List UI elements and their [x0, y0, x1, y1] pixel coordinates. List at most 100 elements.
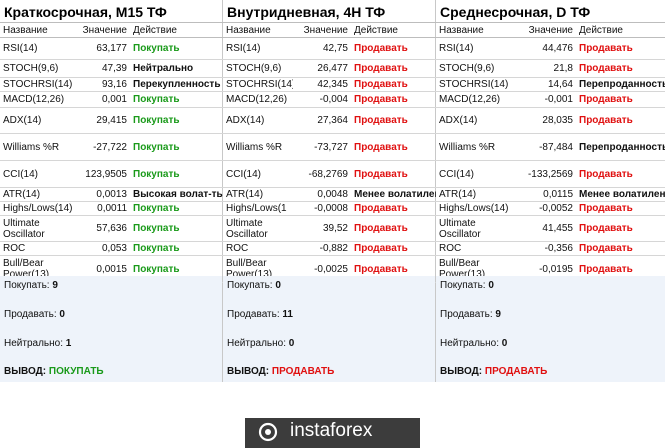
- header-name: Название: [0, 22, 78, 38]
- indicator-name: MACD(12,26): [223, 91, 293, 108]
- indicator-action: Продавать: [351, 107, 436, 134]
- summary-sell-label: Продавать:: [440, 309, 493, 320]
- indicator-value: -0,0008: [293, 201, 351, 216]
- indicator-action: Покупать: [130, 133, 223, 161]
- table-row: CCI(14) -133,2569 Продавать: [436, 160, 665, 188]
- summary-sell: Продавать: 0: [4, 309, 65, 320]
- indicator-table: Название Значение Действие RSI(14) 63,177 Пок…: [0, 22, 223, 283]
- summary-verdict: ВЫВОД: ПРОДАВАТЬ: [440, 366, 547, 377]
- indicator-value: 47,39: [78, 59, 130, 78]
- panel-title: Среднесрочная, D ТФ: [440, 4, 591, 20]
- table-row: STOCH(9,6) 47,39 Нейтрально: [0, 59, 223, 78]
- summary-sell-label: Продавать:: [4, 309, 57, 320]
- header-value: Значение: [78, 22, 130, 38]
- indicator-value: 26,477: [293, 59, 351, 78]
- summary-buy: Покупать: 0: [227, 280, 281, 291]
- indicator-value: 0,0115: [514, 187, 576, 202]
- indicator-name: MACD(12,26): [0, 91, 78, 108]
- indicator-value: 44,476: [514, 37, 576, 60]
- indicator-value: 0,053: [78, 241, 130, 256]
- indicator-action: Продавать: [576, 160, 665, 188]
- summary-box: Покупать: 9 Продавать: 0 Нейтрально: 1 ВЫВО…: [0, 276, 222, 382]
- indicator-value: 21,8: [514, 59, 576, 78]
- indicator-name: RSI(14): [0, 37, 78, 60]
- indicator-name: Highs/Lows(1: [223, 201, 293, 216]
- indicator-value: 0,0048: [293, 187, 351, 202]
- table-row: Williams %R -73,727 Продавать: [223, 133, 436, 161]
- table-row: CCI(14) 123,9505 Покупать: [0, 160, 223, 188]
- indicator-action: Покупать: [130, 37, 223, 60]
- indicator-name: Williams %R: [223, 133, 293, 161]
- indicator-value: 42,75: [293, 37, 351, 60]
- header-name: Название: [223, 22, 293, 38]
- indicator-action: Нейтрально: [130, 59, 223, 78]
- summary-buy-label: Покупать:: [440, 280, 486, 291]
- summary-sell-value: 9: [495, 309, 501, 320]
- table-row: CCI(14) -68,2769 Продавать: [223, 160, 436, 188]
- indicator-table: Название Значение Действие RSI(14) 42,75 Прод…: [223, 22, 436, 283]
- indicator-action: Перекупленность: [130, 77, 223, 92]
- indicator-action: Перепроданность: [576, 133, 665, 161]
- table-row: ATR(14) 0,0115 Менее волатилен: [436, 187, 665, 202]
- panel-1: Внутридневная, 4H ТФ Название Значение Дейс…: [223, 0, 436, 382]
- indicator-name: ADX(14): [0, 107, 78, 134]
- indicator-name: ROC: [223, 241, 293, 256]
- indicator-value: 27,364: [293, 107, 351, 134]
- indicator-value: 57,636: [78, 215, 130, 242]
- header-value: Значение: [514, 22, 576, 38]
- indicator-action: Продавать: [576, 107, 665, 134]
- indicator-value: -0,0052: [514, 201, 576, 216]
- table-row: MACD(12,26) 0,001 Покупать: [0, 91, 223, 108]
- indicator-action: Продавать: [351, 77, 436, 92]
- indicator-action: Покупать: [130, 160, 223, 188]
- indicator-name: Highs/Lows(14): [436, 201, 514, 216]
- summary-sell-value: 11: [282, 309, 293, 320]
- table-row: ROC 0,053 Покупать: [0, 241, 223, 256]
- table-row: Highs/Lows(1 -0,0008 Продавать: [223, 201, 436, 216]
- indicator-action: Продавать: [351, 133, 436, 161]
- summary-verdict-label: ВЫВОД:: [4, 366, 47, 377]
- indicator-action: Продавать: [576, 201, 665, 216]
- summary-box: Покупать: 0 Продавать: 9 Нейтрально: 0 ВЫВО…: [436, 276, 665, 382]
- table-row: RSI(14) 63,177 Покупать: [0, 37, 223, 60]
- header-name: Название: [436, 22, 514, 38]
- summary-neutral: Нейтрально: 1: [4, 338, 71, 349]
- table-row: ADX(14) 28,035 Продавать: [436, 107, 665, 134]
- summary-verdict-value: ПРОДАВАТЬ: [484, 366, 548, 377]
- table-row: STOCHRSI(14) 42,345 Продавать: [223, 77, 436, 92]
- table-row: Highs/Lows(14) 0,0011 Покупать: [0, 201, 223, 216]
- indicator-value: 42,345: [293, 77, 351, 92]
- summary-verdict-label: ВЫВОД:: [440, 366, 483, 377]
- table-row: Ultimate Oscillator 41,455 Продавать: [436, 215, 665, 242]
- indicator-name: Highs/Lows(14): [0, 201, 78, 216]
- table-row: ATR(14) 0,0048 Менее волатилен: [223, 187, 436, 202]
- indicator-value: -0,882: [293, 241, 351, 256]
- table-row: STOCHRSI(14) 93,16 Перекупленность: [0, 77, 223, 92]
- table-row: Williams %R -87,484 Перепроданность: [436, 133, 665, 161]
- indicator-value: -0,356: [514, 241, 576, 256]
- indicator-value: 28,035: [514, 107, 576, 134]
- indicator-name: Williams %R: [0, 133, 78, 161]
- header-action: Действие: [576, 22, 665, 38]
- indicator-name: STOCHRSI(14): [0, 77, 78, 92]
- summary-neutral-label: Нейтрально:: [440, 338, 499, 349]
- summary-buy-label: Покупать:: [227, 280, 273, 291]
- indicator-action: Продавать: [576, 59, 665, 78]
- table-row: Williams %R -27,722 Покупать: [0, 133, 223, 161]
- indicator-action: Покупать: [130, 107, 223, 134]
- table-row: ATR(14) 0,0013 Высокая волат-ть: [0, 187, 223, 202]
- indicator-value: 14,64: [514, 77, 576, 92]
- indicator-name: RSI(14): [436, 37, 514, 60]
- indicator-name: ROC: [0, 241, 78, 256]
- indicator-value: -27,722: [78, 133, 130, 161]
- indicator-name: ATR(14): [0, 187, 78, 202]
- indicator-name: MACD(12,26): [436, 91, 514, 108]
- summary-verdict-label: ВЫВОД:: [227, 366, 270, 377]
- indicator-action: Продавать: [351, 37, 436, 60]
- indicator-name: CCI(14): [436, 160, 514, 188]
- table-row: STOCH(9,6) 21,8 Продавать: [436, 59, 665, 78]
- indicator-value: 123,9505: [78, 160, 130, 188]
- indicator-value: -73,727: [293, 133, 351, 161]
- indicator-name: CCI(14): [223, 160, 293, 188]
- table-header-row: Название Значение Действие: [223, 22, 436, 38]
